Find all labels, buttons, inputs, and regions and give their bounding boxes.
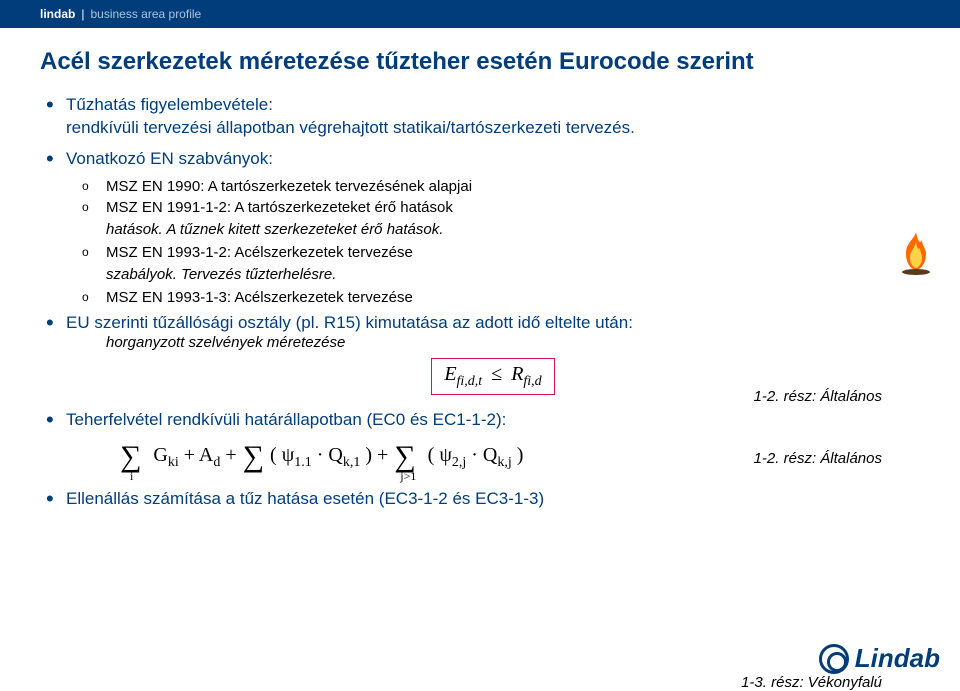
page-title: Acél szerkezetek méretezése tűzteher ese… xyxy=(40,48,920,76)
formula-1-lsub: fi,d,t xyxy=(457,374,483,389)
sub2-text: MSZ EN 1991-1-2: A tartószerkezeteket ér… xyxy=(106,199,453,216)
sub4-italic: horganyzott szelvények méretezése xyxy=(66,333,920,353)
sub-list-3: o MSZ EN 1993-1-3: Acélszerkezetek tervez… xyxy=(66,288,920,308)
bullet-2: Vonatkozó EN szabványok: o MSZ EN 1990: A… xyxy=(40,148,920,308)
sub-item-1: o MSZ EN 1990: A tartószerkezetek tervezé… xyxy=(66,177,920,197)
formula-1-box: Efi,d,t ≤ Rfi,d xyxy=(431,358,554,395)
logo-icon xyxy=(819,644,849,674)
sub1-text: MSZ EN 1990: A tartószerkezetek tervezés… xyxy=(106,178,472,195)
formula-1-lhs: E xyxy=(444,363,456,385)
bullet-4-text: Teherfelvétel rendkívüli határállapotban… xyxy=(66,409,920,432)
bullet-5: Ellenállás számítása a tűz hatása esetén… xyxy=(40,488,920,511)
fire-icon xyxy=(892,228,940,276)
formula-1-rhs: R xyxy=(511,363,523,385)
note-right-2: 1-2. rész: Általános xyxy=(754,450,882,467)
page-content: Acél szerkezetek méretezése tűzteher ese… xyxy=(0,28,960,511)
header-band: lindab | business area profile xyxy=(0,0,960,28)
header-separator: | xyxy=(81,7,84,21)
sub-item-3: o MSZ EN 1993-1-2: Acélszerkezetek tervez… xyxy=(66,243,920,263)
header-subtitle: business area profile xyxy=(90,7,201,21)
note-right-3: 1-3. rész: Vékonyfalú xyxy=(741,674,882,691)
formula-1-rsub: fi,d xyxy=(523,374,541,389)
sub-list-2: o MSZ EN 1993-1-2: Acélszerkezetek tervez… xyxy=(66,243,920,263)
bullet-1: Tűzhatás figyelembevétele: rendkívüli te… xyxy=(40,94,920,140)
bullet-4: Teherfelvétel rendkívüli határállapotban… xyxy=(40,409,920,432)
main-list: Tűzhatás figyelembevétele: rendkívüli te… xyxy=(40,94,920,432)
circle-marker: o xyxy=(82,290,89,306)
bullet-3-text: EU szerinti tűzállósági osztály (pl. R15… xyxy=(66,313,633,332)
circle-marker: o xyxy=(82,179,89,195)
circle-marker: o xyxy=(82,245,89,261)
bullet-1-line2: rendkívüli tervezési állapotban végrehaj… xyxy=(66,117,920,140)
sub-item-4: o MSZ EN 1993-1-3: Acélszerkezetek tervez… xyxy=(66,288,920,308)
sub-item-2: o MSZ EN 1991-1-2: A tartószerkezeteket é… xyxy=(66,198,920,218)
formula-1-op: ≤ xyxy=(491,363,502,385)
formula-1-row: Efi,d,t ≤ Rfi,d xyxy=(66,358,920,395)
sub4-text: MSZ EN 1993-1-3: Acélszerkezetek tervezé… xyxy=(106,289,413,306)
bullet-1-line1: Tűzhatás figyelembevétele: xyxy=(66,94,920,117)
sub-list: o MSZ EN 1990: A tartószerkezetek tervezé… xyxy=(66,177,920,218)
sub3-italic: szabályok. Tervezés tűzterhelésre. xyxy=(66,265,920,285)
bullet-3: EU szerinti tűzállósági osztály (pl. R15… xyxy=(40,312,920,395)
bullet-2-intro: Vonatkozó EN szabványok: xyxy=(66,148,920,171)
circle-marker: o xyxy=(82,200,89,216)
sub3-text: MSZ EN 1993-1-2: Acélszerkezetek tervezé… xyxy=(106,244,413,261)
brand-logo: Lindab xyxy=(819,643,940,674)
main-list-tail: Ellenállás számítása a tűz hatása esetén… xyxy=(40,488,920,511)
logo-text: Lindab xyxy=(855,643,940,674)
brand-name: lindab xyxy=(40,7,75,21)
bullet-5-text: Ellenállás számítása a tűz hatása esetén… xyxy=(66,488,920,511)
sub2-italic: hatások. A tűznek kitett szerkezeteket é… xyxy=(66,220,920,240)
